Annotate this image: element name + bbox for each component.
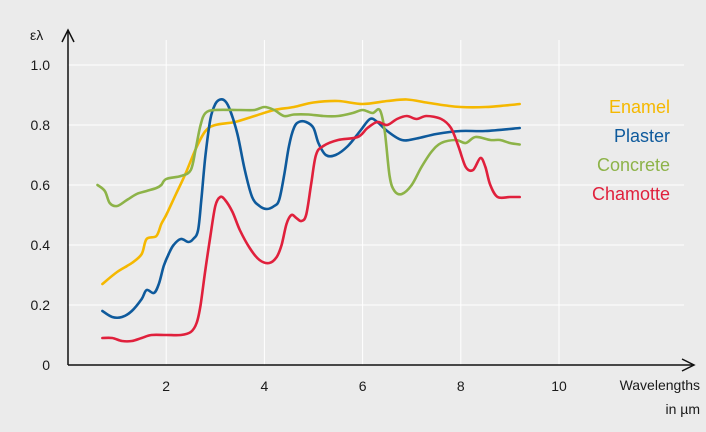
legend: Enamel Plaster Concrete Chamotte (592, 97, 670, 204)
legend-label-enamel: Enamel (609, 97, 670, 117)
y-axis-arrowhead (61, 28, 75, 43)
series-lines (96, 97, 521, 343)
x-tick-label: 8 (457, 378, 465, 394)
legend-label-chamotte: Chamotte (592, 184, 670, 204)
x-axis-label-line2: in µm (665, 401, 700, 417)
grid-lines (68, 40, 684, 365)
series-line-enamel (101, 98, 521, 286)
y-tick-label: 0.2 (31, 297, 51, 313)
y-tick-label: 0.6 (31, 177, 51, 193)
legend-label-plaster: Plaster (614, 126, 670, 146)
axes (61, 28, 696, 372)
x-tick-label: 4 (261, 378, 269, 394)
y-tick-label: 0.8 (31, 117, 51, 133)
x-tick-labels: 2 4 6 8 10 (162, 378, 567, 394)
y-tick-label: 0.4 (31, 237, 51, 253)
series-line-plaster (101, 97, 521, 320)
series-line-chamotte (101, 114, 521, 343)
y-tick-labels: 0 0.2 0.4 0.6 0.8 1.0 (31, 57, 51, 373)
x-tick-label: 6 (359, 378, 367, 394)
y-tick-label: 0 (42, 357, 50, 373)
x-axis-arrowhead (681, 358, 696, 372)
legend-label-concrete: Concrete (597, 155, 670, 175)
x-axis-label-line1: Wavelengths (620, 377, 700, 393)
x-tick-label: 10 (551, 378, 567, 394)
x-tick-label: 2 (162, 378, 170, 394)
series-line-concrete (96, 105, 521, 208)
y-tick-label: 1.0 (31, 57, 51, 73)
y-axis-label: ελ (30, 27, 43, 43)
